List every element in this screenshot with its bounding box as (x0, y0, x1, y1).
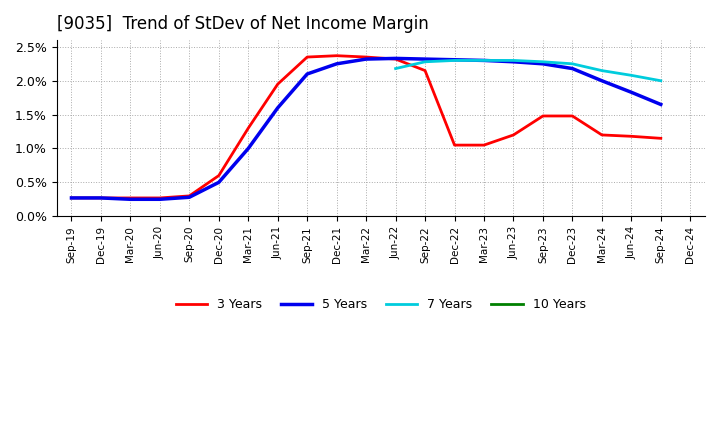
Legend: 3 Years, 5 Years, 7 Years, 10 Years: 3 Years, 5 Years, 7 Years, 10 Years (171, 293, 590, 316)
Text: [9035]  Trend of StDev of Net Income Margin: [9035] Trend of StDev of Net Income Marg… (57, 15, 428, 33)
